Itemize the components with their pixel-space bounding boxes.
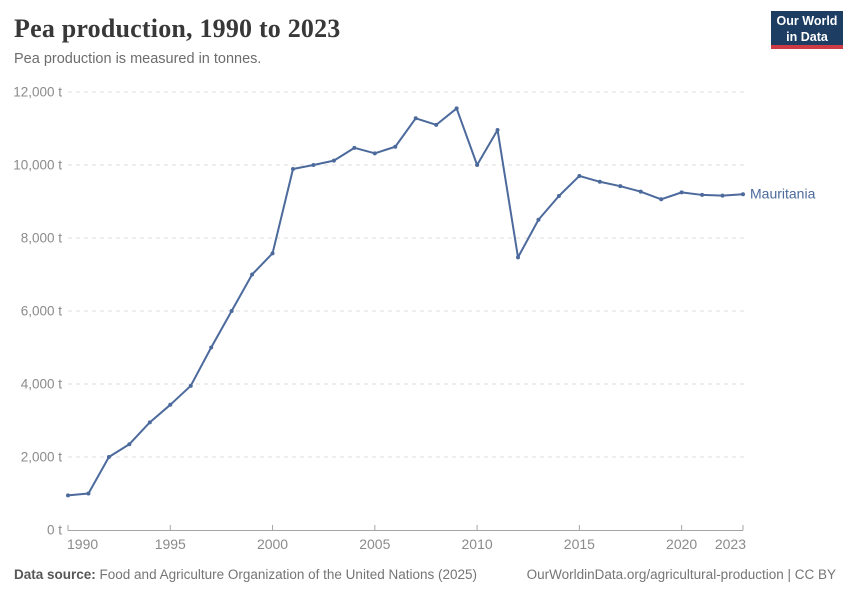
data-point (475, 163, 480, 167)
data-point (413, 116, 418, 121)
data-point (270, 251, 275, 256)
data-point (434, 122, 439, 127)
data-point (229, 309, 234, 313)
series-label-mauritania[interactable]: Mauritania (750, 186, 816, 202)
y-tick-label: 2,000 t (21, 450, 63, 465)
y-tick-label: 4,000 t (21, 377, 63, 392)
x-tick-label: 2005 (359, 536, 390, 552)
data-point (66, 493, 70, 498)
data-point (331, 158, 336, 163)
data-point (168, 402, 173, 407)
data-point (372, 151, 377, 156)
data-point (127, 442, 132, 447)
data-point (291, 167, 295, 172)
data-source[interactable]: Data source: Food and Agriculture Organi… (14, 567, 477, 582)
x-tick-label: 2023 (715, 536, 746, 552)
data-point (86, 491, 91, 496)
owid-logo-line1: Our World (776, 14, 838, 28)
owid-logo-line2: in Data (786, 29, 828, 44)
data-point (311, 163, 316, 167)
page-title: Pea production, 1990 to 2023 (14, 14, 341, 43)
x-tick-label: 2000 (257, 536, 288, 552)
data-point (495, 127, 500, 132)
data-point (618, 184, 623, 189)
chart-subtitle: Pea production is measured in tonnes. (14, 51, 262, 67)
data-point (147, 420, 152, 425)
data-point (250, 272, 255, 277)
x-tick-label: 2015 (564, 536, 595, 552)
chart-footer: Data source: Food and Agriculture Organi… (14, 567, 836, 582)
data-point (679, 190, 684, 195)
data-point (352, 145, 357, 150)
data-point (188, 383, 193, 388)
data-source-label: Data source: (14, 567, 96, 582)
x-tick-label: 2010 (462, 536, 493, 552)
y-tick-label: 10,000 t (13, 158, 62, 173)
data-point (597, 179, 602, 184)
y-tick-label: 8,000 t (21, 231, 63, 246)
data-point (536, 217, 541, 222)
footer-link[interactable]: OurWorldinData.org/agricultural-producti… (526, 567, 836, 582)
data-point (106, 455, 111, 459)
data-point (659, 197, 664, 202)
data-point (209, 345, 214, 350)
data-point (700, 192, 705, 197)
x-tick-label: 1995 (155, 536, 186, 552)
y-tick-label: 12,000 t (13, 85, 62, 100)
data-point (393, 144, 398, 149)
x-tick-label: 1990 (67, 536, 98, 552)
data-point (516, 255, 520, 260)
y-tick-label: 6,000 t (21, 304, 63, 319)
data-point (454, 106, 459, 111)
data-source-text: Food and Agriculture Organization of the… (95, 567, 478, 582)
data-point (577, 173, 582, 178)
data-point (741, 192, 745, 197)
data-point (556, 194, 561, 199)
data-point (720, 193, 725, 198)
data-point (638, 189, 643, 194)
data-line-mauritania (67, 107, 744, 497)
x-tick-label: 2020 (666, 536, 697, 552)
owid-logo: Our World in Data (771, 11, 843, 49)
y-tick-label: 0 t (47, 523, 62, 538)
